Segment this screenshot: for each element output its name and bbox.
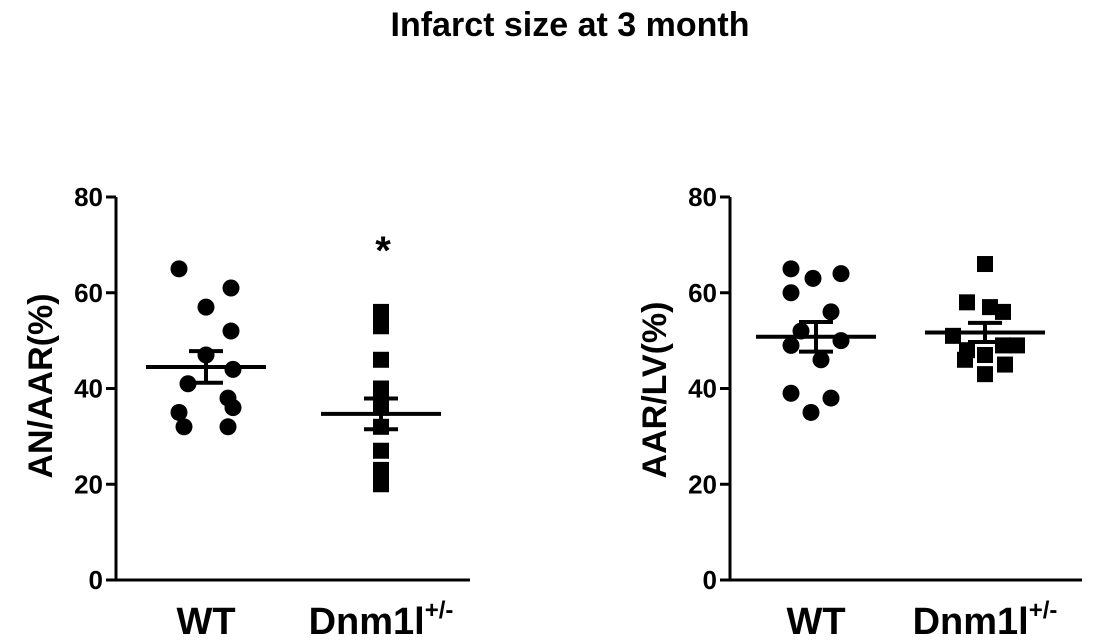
y-tick-label: 20 <box>688 469 717 499</box>
data-point <box>373 304 389 320</box>
data-point <box>198 299 215 316</box>
y-tick-label: 80 <box>688 182 717 212</box>
data-point <box>805 270 822 287</box>
y-tick-label: 20 <box>74 469 103 499</box>
data-point <box>1009 337 1025 353</box>
category-base: Dnm1l <box>913 601 1029 640</box>
category-label: WT <box>176 601 235 640</box>
y-tick-label: 60 <box>74 278 103 308</box>
data-point <box>783 260 800 277</box>
data-point <box>823 390 840 407</box>
panel-aar-lv: 0 20 40 60 80 AAR/LV(%) WT Dnm1l+/- <box>636 182 1082 640</box>
data-point <box>813 351 830 368</box>
data-point <box>373 476 389 492</box>
data-point <box>223 279 240 296</box>
data-point <box>833 332 850 349</box>
data-point <box>833 265 850 282</box>
data-point <box>220 418 237 435</box>
data-point <box>997 357 1013 373</box>
category-base: Dnm1l <box>309 601 425 640</box>
category-superscript: +/- <box>425 597 454 624</box>
y-tick-label: 60 <box>688 278 717 308</box>
category-superscript: +/- <box>1029 597 1058 624</box>
data-point <box>171 260 188 277</box>
data-point <box>959 294 975 310</box>
y-tick-label: 40 <box>688 374 717 404</box>
y-axis-label: AN/AAR(%) <box>22 293 60 478</box>
category-label: Dnm1l+/- <box>913 597 1058 640</box>
category-base: WT <box>786 601 845 640</box>
data-point <box>957 352 973 368</box>
category-label: Dnm1l+/- <box>309 597 454 640</box>
data-point <box>803 404 820 421</box>
y-tick-label: 0 <box>703 565 717 595</box>
data-point <box>373 443 389 459</box>
chart-title: Infarct size at 3 month <box>391 6 750 44</box>
data-point <box>945 328 961 344</box>
data-point <box>783 337 800 354</box>
data-point <box>783 385 800 402</box>
data-point <box>977 366 993 382</box>
data-point <box>823 303 840 320</box>
y-tick-label: 80 <box>74 182 103 212</box>
y-axis-label: AAR/LV(%) <box>636 302 674 479</box>
data-point <box>223 323 240 340</box>
category-label: WT <box>786 601 845 640</box>
data-point <box>225 399 242 416</box>
data-point <box>982 299 998 315</box>
data-point <box>977 347 993 363</box>
data-point <box>373 381 389 397</box>
y-tick-label: 40 <box>74 374 103 404</box>
panel-an-aar: 0 20 40 60 80 AN/AAR(%) WT Dnm1l+/- * <box>22 182 470 640</box>
data-point <box>373 318 389 334</box>
category-base: WT <box>176 601 235 640</box>
data-point <box>373 462 389 478</box>
data-point <box>977 256 993 272</box>
data-point <box>373 352 389 368</box>
data-point <box>176 418 193 435</box>
y-tick-label: 0 <box>89 565 103 595</box>
data-point <box>995 337 1011 353</box>
data-point <box>783 284 800 301</box>
data-point <box>225 361 242 378</box>
significance-marker: * <box>375 229 391 273</box>
